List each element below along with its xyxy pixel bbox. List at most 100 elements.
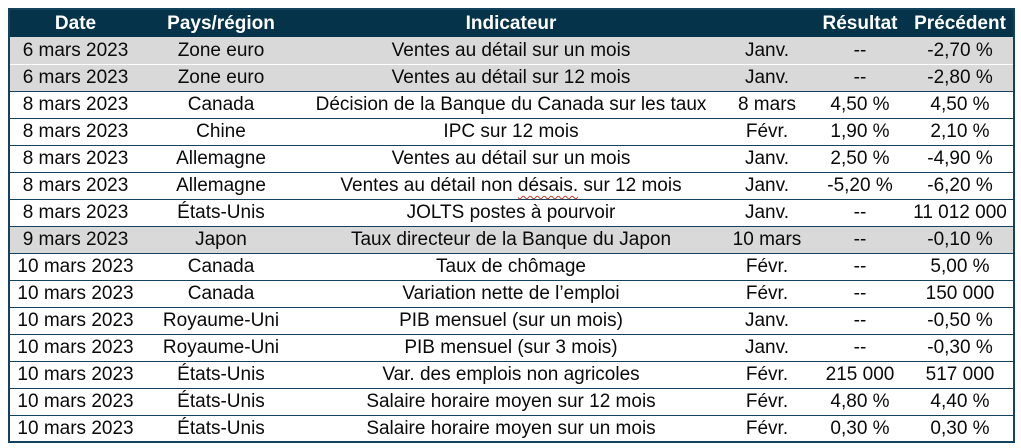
cell-indicator: Ventes au détail sur 12 mois: [301, 64, 721, 92]
cell-previous: 4,50 %: [907, 91, 1014, 119]
cell-date: 8 mars 2023: [9, 199, 141, 227]
cell-indicator: Variation nette de l’emploi: [301, 280, 721, 308]
cell-region: États-Unis: [141, 415, 301, 443]
cell-period: Févr.: [721, 361, 813, 389]
cell-result: --: [813, 280, 907, 308]
cell-region: Zone euro: [141, 64, 301, 92]
cell-result: -5,20 %: [813, 172, 907, 200]
cell-result: --: [813, 64, 907, 92]
cell-indicator: Taux directeur de la Banque du Japon: [301, 226, 721, 254]
cell-date: 6 mars 2023: [9, 37, 141, 65]
cell-date: 10 mars 2023: [9, 361, 141, 389]
cell-result: 2,50 %: [813, 145, 907, 173]
cell-region: Canada: [141, 253, 301, 281]
cell-result: --: [813, 253, 907, 281]
economic-calendar-table: Date Pays/région Indicateur Résultat Précéde…: [8, 8, 1015, 443]
table-row: 10 mars 2023 Canada Taux de chômage Févr. --…: [9, 253, 1014, 281]
column-header-date: Date: [9, 9, 141, 37]
cell-previous: -0,50 %: [907, 307, 1014, 335]
cell-previous: -2,70 %: [907, 37, 1014, 65]
header-row: Date Pays/région Indicateur Résultat Précéde…: [9, 9, 1014, 37]
cell-period: Janv.: [721, 64, 813, 92]
cell-region: Zone euro: [141, 37, 301, 65]
cell-previous: -2,80 %: [907, 64, 1014, 92]
cell-period: Févr.: [721, 280, 813, 308]
table-row: 8 mars 2023 Chine IPC sur 12 mois Févr. 1,90…: [9, 118, 1014, 146]
cell-period: Janv.: [721, 145, 813, 173]
cell-previous: 517 000: [907, 361, 1014, 389]
cell-date: 8 mars 2023: [9, 91, 141, 119]
cell-previous: 11 012 000: [907, 199, 1014, 227]
cell-region: Royaume-Uni: [141, 307, 301, 335]
cell-date: 10 mars 2023: [9, 415, 141, 443]
cell-result: --: [813, 37, 907, 65]
cell-date: 6 mars 2023: [9, 64, 141, 92]
cell-previous: -0,10 %: [907, 226, 1014, 254]
cell-region: Japon: [141, 226, 301, 254]
cell-date: 8 mars 2023: [9, 145, 141, 173]
cell-date: 8 mars 2023: [9, 118, 141, 146]
cell-indicator: PIB mensuel (sur un mois): [301, 307, 721, 335]
cell-result: --: [813, 199, 907, 227]
cell-indicator: JOLTS postes à pourvoir: [301, 199, 721, 227]
cell-period: Févr.: [721, 118, 813, 146]
cell-period: Févr.: [721, 253, 813, 281]
cell-previous: 150 000: [907, 280, 1014, 308]
cell-period: 10 mars: [721, 226, 813, 254]
cell-region: Canada: [141, 91, 301, 119]
cell-indicator: Décision de la Banque du Canada sur les …: [301, 91, 721, 119]
table-row: 6 mars 2023 Zone euro Ventes au détail sur…: [9, 37, 1014, 65]
cell-indicator: Taux de chômage: [301, 253, 721, 281]
cell-date: 9 mars 2023: [9, 226, 141, 254]
column-header-previous: Précédent: [907, 9, 1014, 37]
cell-period: Janv.: [721, 199, 813, 227]
cell-indicator: PIB mensuel (sur 3 mois): [301, 334, 721, 362]
table-row: 8 mars 2023 Canada Décision de la Banque d…: [9, 91, 1014, 119]
table-row: 10 mars 2023 Royaume-Uni PIB mensuel (sur …: [9, 307, 1014, 335]
column-header-region: Pays/région: [141, 9, 301, 37]
cell-indicator: Ventes au détail non désais. sur 12 mois: [301, 172, 721, 200]
cell-region: Allemagne: [141, 172, 301, 200]
cell-period: Févr.: [721, 415, 813, 443]
table-row: 10 mars 2023 Canada Variation nette de l’e…: [9, 280, 1014, 308]
cell-date: 10 mars 2023: [9, 253, 141, 281]
table-row: 10 mars 2023 Royaume-Uni PIB mensuel (sur …: [9, 334, 1014, 362]
table-row: 10 mars 2023 États-Unis Var. des emplois n…: [9, 361, 1014, 389]
cell-region: Royaume-Uni: [141, 334, 301, 362]
cell-region: Allemagne: [141, 145, 301, 173]
cell-indicator: Salaire horaire moyen sur 12 mois: [301, 388, 721, 416]
cell-indicator: Ventes au détail sur un mois: [301, 37, 721, 65]
cell-region: États-Unis: [141, 199, 301, 227]
cell-previous: -6,20 %: [907, 172, 1014, 200]
table-body: 6 mars 2023 Zone euro Ventes au détail sur…: [9, 37, 1014, 443]
cell-date: 10 mars 2023: [9, 334, 141, 362]
table-row: 9 mars 2023 Japon Taux directeur de la Ban…: [9, 226, 1014, 254]
spellcheck-word: désais.: [517, 175, 579, 196]
cell-period: Févr.: [721, 388, 813, 416]
cell-region: États-Unis: [141, 388, 301, 416]
cell-previous: -0,30 %: [907, 334, 1014, 362]
cell-period: 8 mars: [721, 91, 813, 119]
cell-region: Chine: [141, 118, 301, 146]
cell-date: 10 mars 2023: [9, 280, 141, 308]
table-row: 10 mars 2023 États-Unis Salaire horaire mo…: [9, 388, 1014, 416]
cell-result: --: [813, 307, 907, 335]
table-row: 10 mars 2023 États-Unis Salaire horaire mo…: [9, 415, 1014, 443]
cell-date: 10 mars 2023: [9, 307, 141, 335]
cell-previous: 4,40 %: [907, 388, 1014, 416]
table-row: 8 mars 2023 États-Unis JOLTS postes à pour…: [9, 199, 1014, 227]
cell-region: États-Unis: [141, 361, 301, 389]
cell-result: --: [813, 226, 907, 254]
column-header-result: Résultat: [813, 9, 907, 37]
cell-indicator: Salaire horaire moyen sur un mois: [301, 415, 721, 443]
cell-result: 0,30 %: [813, 415, 907, 443]
column-header-indicator: Indicateur: [301, 9, 721, 37]
cell-period: Janv.: [721, 307, 813, 335]
cell-previous: -4,90 %: [907, 145, 1014, 173]
cell-result: 1,90 %: [813, 118, 907, 146]
cell-indicator: Var. des emplois non agricoles: [301, 361, 721, 389]
cell-result: 4,50 %: [813, 91, 907, 119]
table-row: 8 mars 2023 Allemagne Ventes au détail non…: [9, 172, 1014, 200]
cell-period: Janv.: [721, 334, 813, 362]
cell-indicator: IPC sur 12 mois: [301, 118, 721, 146]
